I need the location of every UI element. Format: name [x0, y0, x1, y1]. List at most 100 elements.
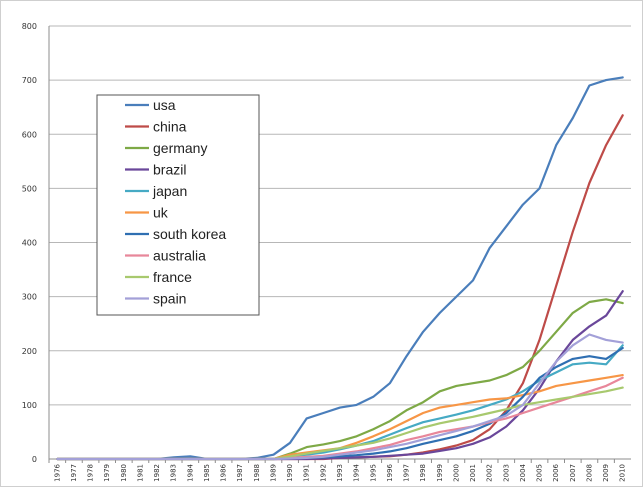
data-point-japan: [572, 363, 574, 365]
data-point-france: [538, 401, 541, 403]
data-point-brazil: [538, 388, 541, 390]
data-point-usa: [289, 442, 291, 444]
data-point-japan: [555, 371, 557, 373]
data-point-uk: [489, 398, 491, 401]
x-tick-label: 1987: [236, 464, 244, 482]
data-point-usa: [422, 331, 424, 333]
data-point-south-korea: [455, 435, 457, 437]
data-point-japan: [389, 434, 391, 436]
data-point-japan: [472, 409, 474, 411]
x-tick-label: 2003: [502, 464, 510, 482]
data-point-south-korea: [389, 450, 391, 452]
data-point-brazil: [588, 325, 591, 327]
data-point-germany: [555, 331, 557, 333]
data-point-germany: [472, 382, 474, 384]
data-point-japan: [605, 363, 607, 365]
data-point-australia: [372, 447, 374, 449]
x-tick-label: 1999: [436, 464, 444, 482]
data-point-germany: [356, 435, 358, 437]
x-tick-label: 1998: [419, 464, 427, 482]
data-point-australia: [555, 401, 557, 403]
data-point-south-korea: [538, 377, 541, 379]
x-tick-label: 2010: [619, 464, 627, 482]
data-point-australia: [439, 431, 441, 433]
data-point-brazil: [522, 409, 524, 411]
data-point-france: [572, 396, 574, 398]
x-tick-label: 2001: [469, 464, 477, 482]
y-axis: 0 100 200 300 400 500 600 700 800: [22, 22, 50, 464]
data-point-australia: [605, 385, 607, 387]
data-point-germany: [322, 443, 324, 445]
data-point-usa: [405, 355, 408, 357]
data-point-usa: [472, 279, 474, 281]
y-tick-label: 300: [22, 293, 37, 302]
x-tick-label: 1984: [186, 463, 194, 481]
data-point-germany: [306, 446, 308, 448]
legend-label-japan: japan: [152, 183, 187, 199]
x-axis: 1976 1977 1978 1979 1980 1981 1982 1983 1984 1985…: [48, 458, 631, 482]
data-point-uk: [405, 420, 408, 422]
data-point-usa: [522, 204, 524, 206]
data-point-france: [322, 450, 324, 452]
data-point-south-korea: [405, 447, 408, 449]
data-point-uk: [555, 385, 557, 387]
x-tick-label: 1979: [103, 464, 111, 482]
legend-label-china: china: [153, 119, 187, 135]
data-point-spain: [622, 342, 624, 344]
data-point-china: [439, 448, 441, 450]
legend-label-brazil: brazil: [153, 162, 186, 178]
data-point-south-korea: [522, 396, 524, 398]
data-point-brazil: [605, 315, 607, 317]
data-point-usa: [339, 407, 341, 409]
data-point-south-korea: [605, 358, 607, 360]
data-point-australia: [622, 377, 624, 379]
data-point-spain: [472, 425, 474, 428]
data-point-brazil: [372, 456, 374, 458]
data-point-france: [588, 393, 591, 395]
data-point-germany: [372, 428, 374, 430]
data-point-australia: [538, 407, 541, 409]
series-line-brazil: [56, 290, 624, 461]
data-point-france: [455, 419, 457, 421]
data-point-south-korea: [505, 412, 507, 414]
data-point-japan: [588, 362, 591, 364]
data-point-australia: [522, 412, 524, 414]
data-point-spain: [289, 457, 291, 460]
data-point-france: [339, 447, 341, 449]
x-tick-label: 1978: [87, 464, 95, 482]
x-tick-label: 2007: [569, 464, 577, 482]
legend-label-south-korea: south korea: [153, 226, 226, 242]
data-point-france: [389, 437, 391, 439]
data-point-china: [489, 428, 491, 430]
data-point-spain: [306, 457, 308, 459]
data-point-south-korea: [339, 455, 341, 457]
data-point-china: [588, 182, 591, 184]
data-point-usa: [538, 187, 541, 189]
data-point-france: [605, 390, 607, 392]
legend-label-uk: uk: [153, 205, 169, 221]
x-tick-label: 1982: [153, 464, 161, 482]
x-tick-label: 2008: [585, 464, 593, 482]
y-tick-label: 700: [22, 76, 37, 85]
data-point-china: [538, 339, 541, 341]
data-point-usa: [439, 312, 441, 314]
data-point-france: [472, 416, 474, 418]
data-point-china: [455, 444, 457, 447]
data-point-spain: [73, 458, 75, 460]
data-point-germany: [622, 302, 624, 304]
data-point-spain: [505, 415, 507, 417]
data-point-usa: [372, 396, 374, 398]
y-tick-label: 100: [22, 401, 37, 410]
data-point-australia: [389, 444, 391, 446]
data-point-france: [306, 453, 308, 455]
data-point-brazil: [405, 454, 408, 456]
data-point-uk: [505, 397, 507, 399]
data-point-germany: [505, 374, 507, 376]
data-point-spain: [123, 458, 125, 460]
data-point-germany: [422, 401, 424, 403]
data-point-japan: [455, 414, 457, 416]
data-point-south-korea: [572, 358, 574, 360]
data-point-france: [439, 422, 441, 424]
legend-label-usa: usa: [153, 97, 176, 113]
